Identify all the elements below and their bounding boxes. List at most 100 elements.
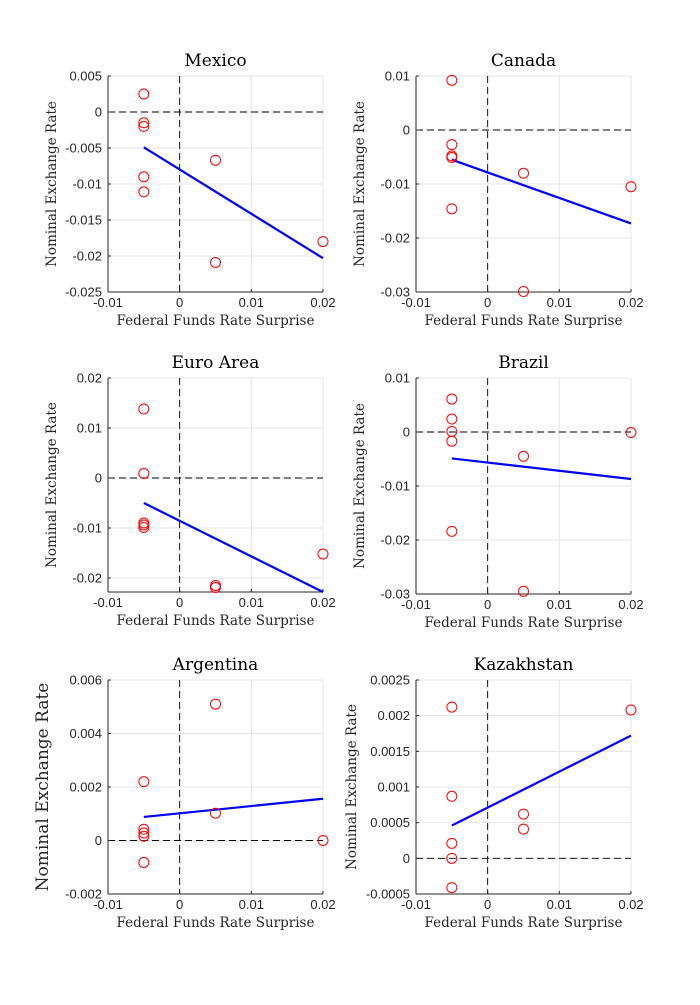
panel-kazakhstan: -0.01 0 0.01 0.02 0.0025 0.002 0.0015 0.001 0.00…: [344, 655, 644, 931]
y-tick-label: 0.01: [77, 421, 102, 436]
y-tick-label: 0.01: [385, 371, 410, 386]
data-point: [138, 117, 150, 129]
x-axis-label: Federal Funds Rate Surprise: [425, 615, 623, 631]
data-point: [625, 704, 637, 716]
data-point: [518, 585, 529, 597]
data-point: [210, 256, 221, 268]
x-tick-label: -0.01: [93, 295, 123, 310]
x-tick-label: -0.01: [401, 597, 431, 612]
data-point: [317, 548, 329, 560]
data-point: [446, 837, 458, 849]
y-tick-label: 0.0005: [370, 815, 410, 830]
x-tick-label: 0.01: [239, 595, 264, 610]
x-tick-label: 0.02: [310, 595, 335, 610]
y-tick-label: -0.02: [380, 231, 410, 246]
y-tick-label: 0.002: [69, 780, 102, 795]
y-tick-label: 0.006: [69, 673, 102, 688]
y-tick-label: -0.02: [72, 249, 102, 264]
data-point: [138, 171, 150, 183]
data-point: [446, 525, 458, 537]
x-tick-label: -0.01: [401, 295, 431, 310]
chart-title: Argentina: [172, 655, 259, 675]
x-tick-label: 0.02: [310, 295, 335, 310]
data-point: [138, 519, 150, 531]
data-point: [518, 823, 529, 835]
chart-title: Canada: [491, 51, 556, 71]
y-tick-label: -0.025: [65, 285, 102, 300]
regression-line: [451, 734, 632, 827]
regression-line: [451, 457, 632, 481]
regression-line: [451, 158, 632, 225]
x-tick-label: 0: [484, 295, 491, 310]
data-point: [446, 393, 458, 405]
regression-line: [143, 797, 324, 819]
panel-brazil: -0.01 0 0.01 0.02 0.01 0 -0.01 -0.02 -0.03 Brazil…: [352, 353, 644, 631]
data-point: [138, 88, 150, 100]
data-point: [446, 790, 458, 802]
y-tick-label: -0.01: [72, 521, 102, 536]
x-tick-label: 0.02: [618, 597, 643, 612]
y-axis-label: Nominal Exchange Rate: [344, 704, 360, 870]
plot-area: [108, 378, 323, 592]
data-point: [210, 582, 221, 593]
y-tick-label: -0.03: [380, 285, 410, 300]
data-point: [138, 827, 150, 839]
y-tick-label: 0.005: [69, 69, 102, 84]
y-axis-label: Nominal Exchange Rate: [33, 683, 53, 892]
y-tick-label: 0.0015: [370, 744, 410, 759]
y-tick-label: 0: [403, 425, 410, 440]
data-point: [518, 808, 529, 820]
data-point: [625, 427, 637, 439]
data-point: [446, 413, 458, 425]
data-point: [446, 435, 458, 447]
data-point: [138, 856, 150, 868]
x-axis-label: Federal Funds Rate Surprise: [117, 313, 315, 329]
data-point: [138, 823, 150, 835]
y-tick-label: -0.03: [380, 587, 410, 602]
y-tick-label: 0: [95, 471, 102, 486]
regression-line: [143, 502, 324, 593]
panel-euro-area: -0.01 0 0.01 0.02 0.02 0.01 0 -0.01 -0.02 Euro Ar…: [44, 353, 336, 629]
data-point: [446, 152, 458, 164]
data-point: [138, 403, 150, 415]
x-tick-label: 0.01: [547, 897, 572, 912]
chart-title: Euro Area: [172, 353, 260, 373]
data-point: [446, 701, 458, 713]
y-tick-label: 0.01: [385, 69, 410, 84]
x-tick-label: 0: [484, 597, 491, 612]
chart-title: Mexico: [184, 51, 246, 71]
data-point: [210, 698, 221, 710]
panel-canada: -0.01 0 0.01 0.02 0.01 0 -0.01 -0.02 -0.03 Canada…: [352, 51, 644, 329]
x-tick-label: -0.01: [93, 897, 123, 912]
x-axis-label: Federal Funds Rate Surprise: [117, 613, 315, 629]
panel-mexico: -0.01 0 0.01 0.02 0.005 0 -0.005 -0.01 -0.015 -0.…: [44, 51, 336, 329]
x-tick-label: 0.01: [239, 897, 264, 912]
data-point: [446, 852, 458, 864]
data-point: [138, 830, 150, 842]
x-tick-label: 0: [176, 295, 183, 310]
y-tick-label: 0: [95, 833, 102, 848]
x-tick-label: -0.01: [401, 897, 431, 912]
data-point: [210, 807, 221, 819]
y-tick-label: -0.005: [65, 141, 102, 156]
y-tick-label: -0.002: [65, 887, 102, 902]
chart-title: Brazil: [498, 353, 549, 373]
y-tick-label: 0: [403, 123, 410, 138]
data-point: [446, 203, 458, 215]
data-point: [138, 120, 150, 132]
x-axis-label: Federal Funds Rate Surprise: [425, 313, 623, 329]
y-tick-label: 0.0025: [370, 673, 410, 688]
y-tick-label: -0.01: [72, 177, 102, 192]
x-tick-label: 0.02: [618, 897, 643, 912]
x-tick-label: 0.01: [547, 597, 572, 612]
x-tick-label: 0.01: [547, 295, 572, 310]
y-axis-label: Nominal Exchange Rate: [352, 403, 368, 569]
y-tick-label: 0: [403, 851, 410, 866]
chart-title: Kazakhstan: [474, 655, 574, 675]
regression-line: [143, 146, 324, 260]
x-tick-label: 0.02: [310, 897, 335, 912]
x-axis-label: Federal Funds Rate Surprise: [117, 915, 315, 931]
y-axis-label: Nominal Exchange Rate: [44, 402, 60, 568]
x-axis-label: Federal Funds Rate Surprise: [425, 915, 623, 931]
